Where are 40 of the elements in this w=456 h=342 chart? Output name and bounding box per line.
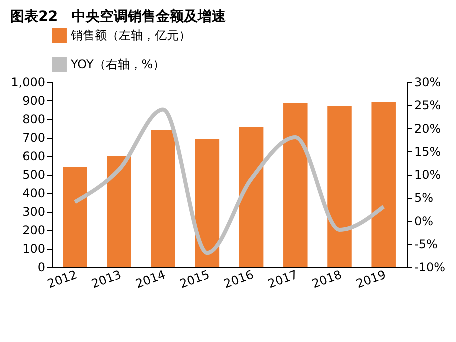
y2-tick-label: 25% <box>414 98 442 113</box>
legend-label: YOY（右轴，%） <box>70 58 166 72</box>
y2-tick-label: -10% <box>414 260 446 274</box>
bar <box>151 130 176 267</box>
y2-tick-label: 30% <box>414 76 442 90</box>
x-tick-label: 2018 <box>310 268 344 292</box>
y-tick-label: 700 <box>22 131 46 145</box>
bar <box>284 103 308 267</box>
y2-tick-label: 20% <box>414 122 442 136</box>
x-tick-label: 2016 <box>222 268 256 292</box>
y-tick-label: 500 <box>22 168 46 182</box>
bar <box>239 127 264 267</box>
bar <box>107 156 132 267</box>
x-tick-label: 2013 <box>90 268 124 292</box>
y-tick-label: 400 <box>22 186 46 200</box>
bar <box>63 167 88 267</box>
y-tick-label: 0 <box>38 260 46 274</box>
y2-tick-label: 10% <box>414 168 442 182</box>
x-tick-label: 2014 <box>134 268 168 292</box>
y-tick-label: 1,000 <box>11 76 46 90</box>
y-tick-label: 300 <box>22 205 46 219</box>
x-tick-label: 2015 <box>178 268 212 292</box>
bar <box>372 102 396 267</box>
x-tick-label: 2012 <box>46 268 80 292</box>
y-tick-label: 800 <box>22 112 46 126</box>
y2-tick-label: 0% <box>414 214 434 228</box>
line-series <box>73 108 386 256</box>
y-tick-label: 100 <box>22 242 46 256</box>
chart-title: 图表22 中央空调销售金额及增速 <box>10 8 228 25</box>
y2-tick-label: 15% <box>414 144 442 159</box>
y2-tick-label: -5% <box>414 237 438 252</box>
bar <box>195 139 220 267</box>
x-tick-label: 2019 <box>354 268 388 292</box>
y-tick-label: 900 <box>22 94 46 108</box>
y2-tick-label: 5% <box>414 191 434 206</box>
bar <box>328 106 352 267</box>
y-tick-label: 600 <box>22 150 46 164</box>
x-tick-label: 2017 <box>266 268 300 292</box>
y-tick-label: 200 <box>22 224 46 238</box>
legend-label: 销售额（左轴，亿元） <box>70 28 191 42</box>
